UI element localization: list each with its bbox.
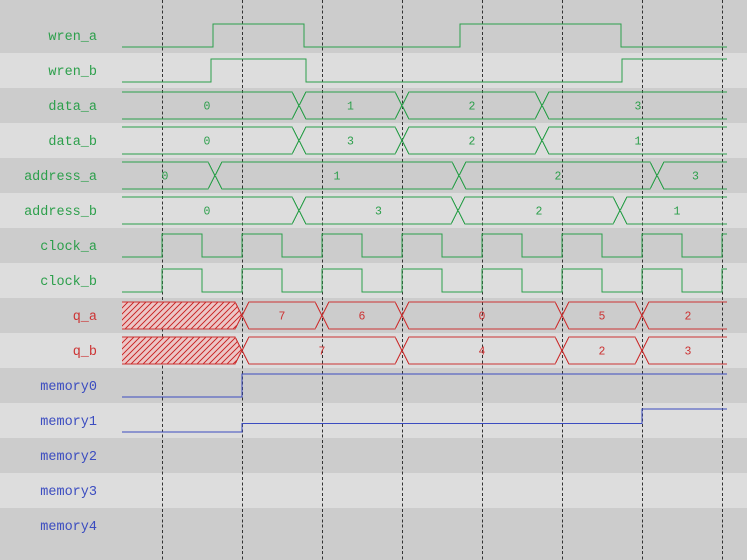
svg-text:memory4: memory4	[40, 520, 97, 535]
svg-text:2: 2	[469, 101, 476, 114]
svg-text:0: 0	[204, 206, 211, 219]
svg-text:2: 2	[555, 171, 562, 184]
svg-text:7: 7	[319, 346, 326, 359]
svg-text:wren_a: wren_a	[48, 30, 97, 45]
svg-text:address_b: address_b	[24, 205, 97, 220]
svg-text:0: 0	[162, 171, 169, 184]
svg-text:2: 2	[536, 206, 543, 219]
svg-text:0: 0	[204, 101, 211, 114]
svg-text:memory3: memory3	[40, 485, 97, 500]
svg-text:data_b: data_b	[48, 135, 97, 150]
svg-text:3: 3	[685, 346, 692, 359]
svg-text:2: 2	[685, 311, 692, 324]
svg-text:5: 5	[599, 311, 606, 324]
svg-text:wren_b: wren_b	[48, 65, 97, 80]
svg-text:3: 3	[347, 136, 354, 149]
svg-text:3: 3	[635, 101, 642, 114]
svg-text:memory0: memory0	[40, 380, 97, 395]
svg-text:data_a: data_a	[48, 100, 97, 115]
svg-text:1: 1	[674, 206, 681, 219]
svg-text:memory1: memory1	[40, 415, 97, 430]
svg-text:1: 1	[334, 171, 341, 184]
svg-text:4: 4	[479, 346, 486, 359]
svg-text:6: 6	[359, 311, 366, 324]
svg-text:clock_b: clock_b	[40, 275, 97, 290]
svg-text:1: 1	[635, 136, 642, 149]
svg-text:memory2: memory2	[40, 450, 97, 465]
svg-text:0: 0	[204, 136, 211, 149]
svg-text:1: 1	[347, 101, 354, 114]
svg-text:7: 7	[279, 311, 286, 324]
svg-text:2: 2	[599, 346, 606, 359]
svg-text:q_a: q_a	[73, 310, 97, 325]
svg-text:q_b: q_b	[73, 345, 97, 360]
svg-text:clock_a: clock_a	[40, 240, 97, 255]
svg-text:2: 2	[469, 136, 476, 149]
svg-text:3: 3	[375, 206, 382, 219]
svg-text:3: 3	[692, 171, 699, 184]
svg-text:0: 0	[479, 311, 486, 324]
svg-text:address_a: address_a	[24, 170, 97, 185]
